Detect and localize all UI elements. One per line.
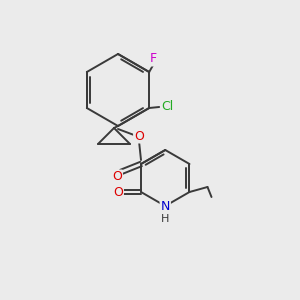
Text: O: O (112, 170, 122, 184)
Text: Cl: Cl (161, 100, 173, 112)
Text: O: O (113, 185, 123, 199)
Text: F: F (150, 52, 157, 65)
Text: O: O (134, 130, 144, 142)
Text: N: N (160, 200, 170, 212)
Text: H: H (161, 214, 170, 224)
